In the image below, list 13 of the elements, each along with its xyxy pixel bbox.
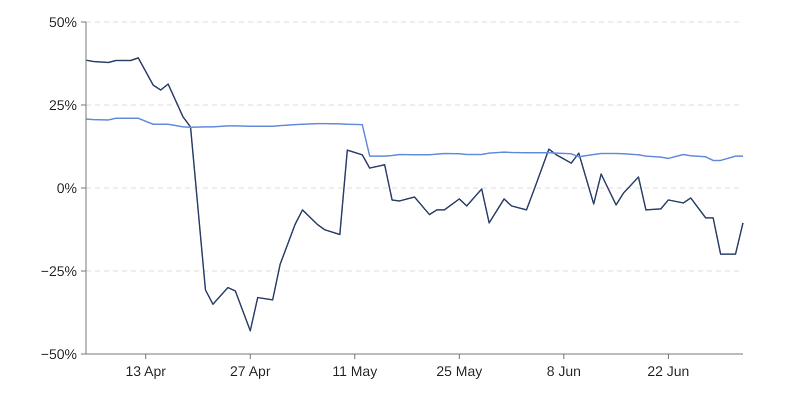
x-tick-label: 11 May bbox=[332, 363, 378, 379]
x-tick-label: 27 Apr bbox=[230, 363, 271, 379]
x-tick-label: 13 Apr bbox=[125, 363, 166, 379]
line-series bbox=[85, 118, 744, 162]
x-tick-label: 22 Jun bbox=[647, 363, 690, 379]
y-tick-label: 50% bbox=[48, 14, 77, 30]
y-tick-label: 0% bbox=[56, 180, 77, 196]
y-tick-label: −50% bbox=[40, 346, 77, 362]
x-tick-label: 8 Jun bbox=[546, 363, 581, 379]
x-tick-label: 25 May bbox=[436, 363, 482, 379]
y-tick-label: −25% bbox=[40, 262, 77, 279]
y-tick-label: 25% bbox=[48, 96, 77, 113]
line-series bbox=[85, 57, 744, 332]
